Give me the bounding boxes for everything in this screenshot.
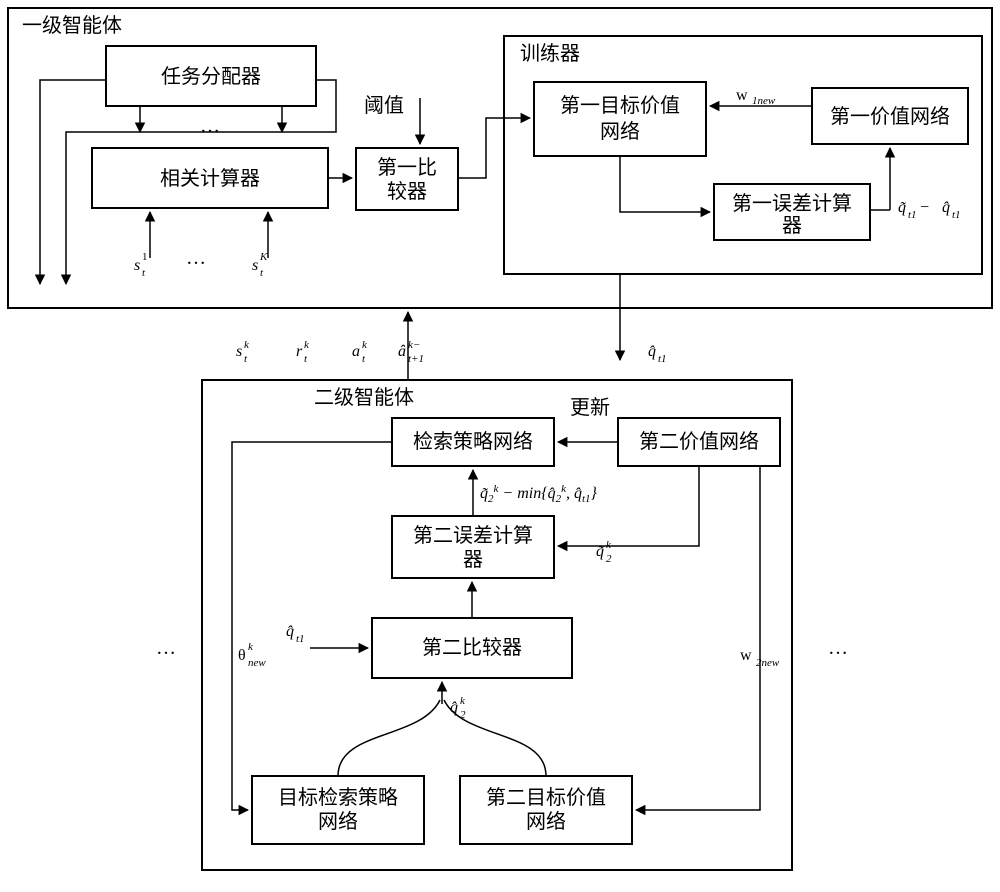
label-threshold: 阈值 (364, 94, 404, 117)
svg-text:K: K (259, 251, 268, 263)
label-qhat-t1-out: q̂ (648, 343, 656, 360)
svg-text:t: t (244, 353, 248, 365)
ellipsis-right: … (828, 637, 848, 659)
label-a-tk: a (352, 343, 360, 360)
svg-text:−: − (920, 199, 929, 216)
svg-text:k: k (248, 641, 254, 653)
ellipsis-s-inputs: … (186, 247, 206, 269)
label-qdiff1: q̃ (898, 199, 907, 216)
svg-text:k: k (460, 695, 466, 707)
label-s1: s (134, 257, 140, 274)
svg-text:2new: 2new (756, 657, 780, 669)
svg-text:第二比较器: 第二比较器 (422, 636, 522, 659)
svg-text:第二目标价值: 第二目标价值 (486, 786, 606, 809)
svg-text:网络: 网络 (318, 810, 358, 833)
label-sK: s (252, 257, 258, 274)
svg-text:器: 器 (782, 215, 802, 237)
svg-text:2: 2 (460, 709, 466, 721)
svg-text:2: 2 (606, 553, 612, 565)
label-qhat-t1-in: q̂ (286, 623, 294, 640)
svg-text:new: new (248, 657, 266, 669)
svg-text:t+1: t+1 (408, 353, 424, 365)
box-target-value-net-1 (534, 82, 706, 156)
svg-text:k: k (304, 339, 310, 351)
svg-text:t: t (304, 353, 308, 365)
svg-text:t1: t1 (296, 633, 305, 645)
label-q-expression: q̃2k − min{q̂2k, q̂t1} (480, 483, 598, 505)
label-w2new: w (740, 647, 752, 664)
label-level2-agent: 二级智能体 (314, 386, 414, 409)
svg-text:检索策略网络: 检索策略网络 (413, 430, 533, 453)
svg-text:k: k (362, 339, 368, 351)
box-level1-agent (8, 8, 992, 308)
svg-text:第一目标价值: 第一目标价值 (560, 94, 680, 117)
svg-text:器: 器 (463, 549, 483, 571)
diagram-canvas: 一级智能体 任务分配器 … 相关计算器 s t 1 … s t K 第一比 较器… (0, 0, 1000, 892)
svg-text:k−: k− (408, 339, 420, 351)
ellipsis-task-out: … (200, 115, 220, 137)
label-w1new: w (736, 87, 748, 104)
svg-text:第一误差计算: 第一误差计算 (732, 192, 852, 215)
label-trainer: 训练器 (520, 42, 580, 65)
svg-text:第一价值网络: 第一价值网络 (830, 105, 950, 128)
svg-text:1: 1 (142, 251, 148, 263)
label-correlator: 相关计算器 (160, 167, 260, 190)
label-s-tk: s (236, 343, 242, 360)
ellipsis-left: … (156, 637, 176, 659)
label-comparator-1b: 较器 (387, 180, 427, 203)
svg-text:网络: 网络 (600, 120, 640, 143)
svg-text:1new: 1new (752, 95, 776, 107)
label-comparator-1a: 第一比 (377, 156, 437, 179)
svg-text:第二误差计算: 第二误差计算 (413, 524, 533, 547)
svg-text:网络: 网络 (526, 810, 566, 833)
label-task-distributor: 任务分配器 (161, 65, 261, 88)
svg-text:t: t (362, 353, 366, 365)
svg-text:k: k (606, 539, 612, 551)
label-theta-new: θ (238, 647, 246, 664)
label-r-tk: r (296, 343, 303, 360)
svg-text:q̂: q̂ (942, 199, 950, 216)
label-level1-agent: 一级智能体 (22, 14, 122, 37)
svg-text:目标检索策略: 目标检索策略 (278, 786, 398, 809)
svg-text:k: k (244, 339, 250, 351)
label-qtilde2: q̃ (596, 543, 605, 560)
svg-text:t: t (142, 267, 146, 279)
label-qhat2: q̂ (450, 699, 458, 716)
label-ahat: â (398, 343, 406, 360)
svg-text:t1: t1 (952, 209, 961, 221)
svg-text:t: t (260, 267, 264, 279)
svg-text:第二价值网络: 第二价值网络 (639, 430, 759, 453)
svg-text:t1: t1 (908, 209, 917, 221)
svg-text:t1: t1 (658, 353, 667, 365)
label-update: 更新 (570, 396, 610, 419)
